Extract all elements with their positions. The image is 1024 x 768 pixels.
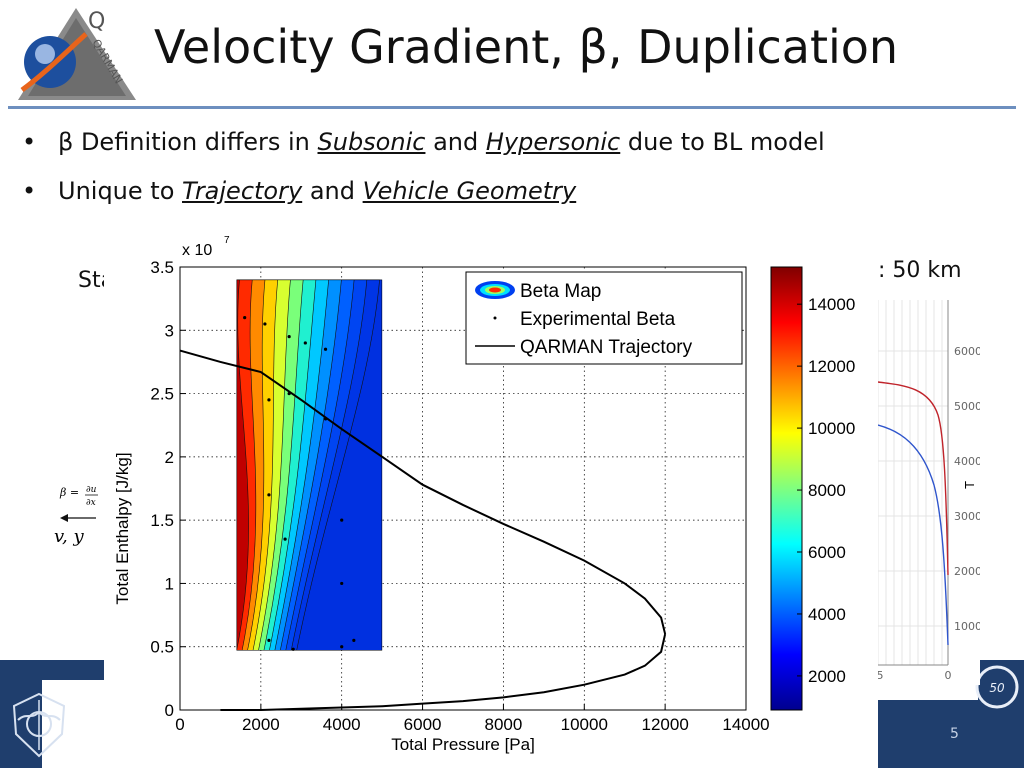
y-tick-label: 3 <box>165 321 174 340</box>
bullet-text: and <box>302 177 363 205</box>
bullet-text: Unique to <box>58 177 183 205</box>
experimental-beta-point <box>283 537 287 541</box>
y-tick-label: 2 <box>165 448 174 467</box>
experimental-beta-point <box>340 581 344 586</box>
svg-text:∂x: ∂x <box>86 498 96 508</box>
beta-map-heatmap <box>236 279 383 651</box>
colorbar <box>770 266 803 711</box>
x-tick-label: 6000 <box>404 715 442 734</box>
y-axis-multiplier-exponent: 7 <box>224 235 230 246</box>
bullet-item: • Unique to Trajectory and Vehicle Geomet… <box>22 171 825 220</box>
experimental-beta-point <box>303 341 307 345</box>
svg-text:50: 50 <box>989 681 1005 695</box>
colorbar-tick-label: 6000 <box>808 543 846 562</box>
x-tick-label: 2000 <box>242 715 280 734</box>
side-temperature-chart: 6000 5000 4000 3000 2000 1000 5 0 T <box>878 285 980 685</box>
institution-emblem <box>12 692 66 758</box>
x-tick-label: 4000 <box>323 715 361 734</box>
y-tick-label: 1 <box>165 574 174 593</box>
side-ytick-label: 1000 <box>954 620 980 633</box>
experimental-beta-point <box>263 322 267 326</box>
bullet-text: due to BL model <box>620 128 825 156</box>
experimental-beta-point <box>340 518 344 522</box>
slide-title: Velocity Gradient, β, Duplication <box>154 20 899 74</box>
logo-letter: Q <box>88 9 105 34</box>
bullet-item: • β Definition differs in Subsonic and Hy… <box>22 122 825 171</box>
page-number: 5 <box>950 726 959 742</box>
qarman-logo: Q QARMAN <box>18 8 136 100</box>
y-axis-multiplier: x 10 <box>182 242 212 259</box>
svg-text:β =: β = <box>59 486 79 499</box>
plot-frame <box>179 266 747 711</box>
side-series-blue <box>878 424 949 646</box>
beta-contour-band <box>236 279 249 651</box>
side-ytick-label: 6000 <box>954 345 980 358</box>
bullet-list: • β Definition differs in Subsonic and Hy… <box>22 122 825 220</box>
experimental-beta-point <box>352 638 356 642</box>
bullet-emphasis: Subsonic <box>317 128 426 156</box>
title-divider <box>8 106 1016 109</box>
side-xtick-label: 5 <box>878 669 884 682</box>
background-text-fragment: : 50 km <box>878 258 962 283</box>
experimental-beta-point <box>267 398 271 402</box>
colorbar-tick-label: 12000 <box>808 357 855 376</box>
x-axis-label: Total Pressure [Pa] <box>391 735 535 754</box>
colorbar-tick-label: 14000 <box>808 295 855 314</box>
svg-text:∂u: ∂u <box>86 485 97 495</box>
bullet-text: β Definition differs in <box>58 128 318 156</box>
x-tick-label: 8000 <box>485 715 523 734</box>
vy-label: v, y <box>54 526 84 547</box>
x-tick-label: 10000 <box>561 715 608 734</box>
side-ytick-label: 3000 <box>954 510 980 523</box>
y-tick-label: 0 <box>165 701 174 720</box>
x-tick-label: 0 <box>175 715 184 734</box>
experimental-beta-point <box>323 347 328 351</box>
bullet-text: and <box>425 128 486 156</box>
footer-white-patch <box>42 680 108 768</box>
bullet-marker: • <box>22 177 37 205</box>
bullet-emphasis: Vehicle Geometry <box>362 177 577 205</box>
beta-map-chart: 0 2000 4000 6000 8000 10000 12000 14000 0 0.5 1 1.… <box>104 225 878 768</box>
side-series-red <box>878 381 949 576</box>
legend-entry: Experimental Beta <box>520 309 676 330</box>
bullet-marker: • <box>22 128 37 156</box>
colorbar-tick-label: 2000 <box>808 667 846 686</box>
colorbar-tick-label: 10000 <box>808 419 855 438</box>
legend-entry: Beta Map <box>520 281 601 302</box>
y-tick-label: 0.5 <box>150 638 174 657</box>
experimental-beta-point <box>287 335 291 339</box>
side-ytick-label: 5000 <box>954 400 980 413</box>
chart-legend: Beta Map Experimental Beta QARMAN Trajec… <box>465 271 743 365</box>
x-tick-label: 14000 <box>722 715 769 734</box>
bullet-emphasis: Hypersonic <box>485 128 621 156</box>
colorbar-tick-label: 8000 <box>808 481 846 500</box>
experimental-beta-point <box>340 645 344 649</box>
y-tick-label: 3.5 <box>150 258 174 277</box>
y-axis-label: Total Enthalpy [J/kg] <box>113 452 132 604</box>
legend-experimental-marker <box>493 316 497 320</box>
y-tick-label: 1.5 <box>150 511 174 530</box>
side-xtick-label: 0 <box>945 669 952 682</box>
anniversary-badge: 50 <box>975 665 1019 709</box>
experimental-beta-point <box>243 316 247 320</box>
experimental-beta-point <box>291 647 295 651</box>
experimental-beta-point <box>267 493 271 497</box>
legend-entry: QARMAN Trajectory <box>520 337 693 358</box>
colorbar-tick-label: 4000 <box>808 605 846 624</box>
beta-formula: β = ∂u ∂x v, y <box>52 482 112 555</box>
qarman-trajectory-line <box>179 349 667 711</box>
side-ytick-label: 4000 <box>954 455 980 468</box>
side-ylabel: T <box>963 481 977 490</box>
y-tick-label: 2.5 <box>150 385 174 404</box>
x-tick-label: 12000 <box>642 715 689 734</box>
bullet-emphasis: Trajectory <box>182 177 303 205</box>
experimental-beta-point <box>267 638 271 642</box>
side-ytick-label: 2000 <box>954 565 980 578</box>
